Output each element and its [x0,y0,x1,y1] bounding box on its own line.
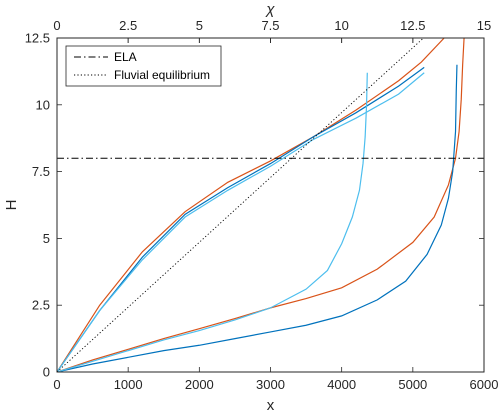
x-tick-label: 0 [53,377,60,392]
y-tick-label: 0 [43,365,50,380]
y-tick-label: 2.5 [32,298,50,313]
series-line-4 [57,38,465,372]
chi-axis-label: χ [264,1,275,18]
y-axis-label: H [3,200,20,211]
y-tick-label: 10 [36,97,50,112]
series-line-1 [57,38,445,372]
x-axis-label: x [267,397,275,414]
y-tick-label: 12.5 [25,31,50,46]
chi-tick-label: 5 [196,18,203,33]
chi-tick-label: 10 [334,18,348,33]
chi-tick-label: 12.5 [400,18,425,33]
legend-label-ela: ELA [114,50,137,64]
x-tick-label: 3000 [256,377,285,392]
x-tick-label: 4000 [327,377,356,392]
fluvial-equilibrium-line [57,38,424,372]
chi-tick-label: 2.5 [119,18,137,33]
series-line-2 [57,66,425,372]
series-line-5 [57,64,458,372]
x-tick-label: 5000 [398,377,427,392]
x-tick-label: 1000 [114,377,143,392]
legend-box [65,45,222,87]
x-tick-label: 2000 [185,377,214,392]
chi-tick-label: 15 [477,18,491,33]
axis-ticks [56,37,485,373]
tick-labels: 0 1000 2000 3000 4000 5000 6000 0 2.5 5 7.5 10 12.5 1… [25,18,499,392]
plot-lines [57,38,484,372]
legend-label-fluvial-equilibrium: Fluvial equilibrium [114,68,210,82]
plot-frame [56,37,485,373]
series-line-6 [57,72,368,372]
chi-tick-label: 7.5 [261,18,279,33]
series-line-3 [57,72,425,372]
y-tick-label: 5 [43,231,50,246]
y-tick-label: 7.5 [32,164,50,179]
x-tick-label: 6000 [470,377,499,392]
legend: ELA Fluvial equilibrium [65,45,222,87]
chi-tick-label: 0 [53,18,60,33]
